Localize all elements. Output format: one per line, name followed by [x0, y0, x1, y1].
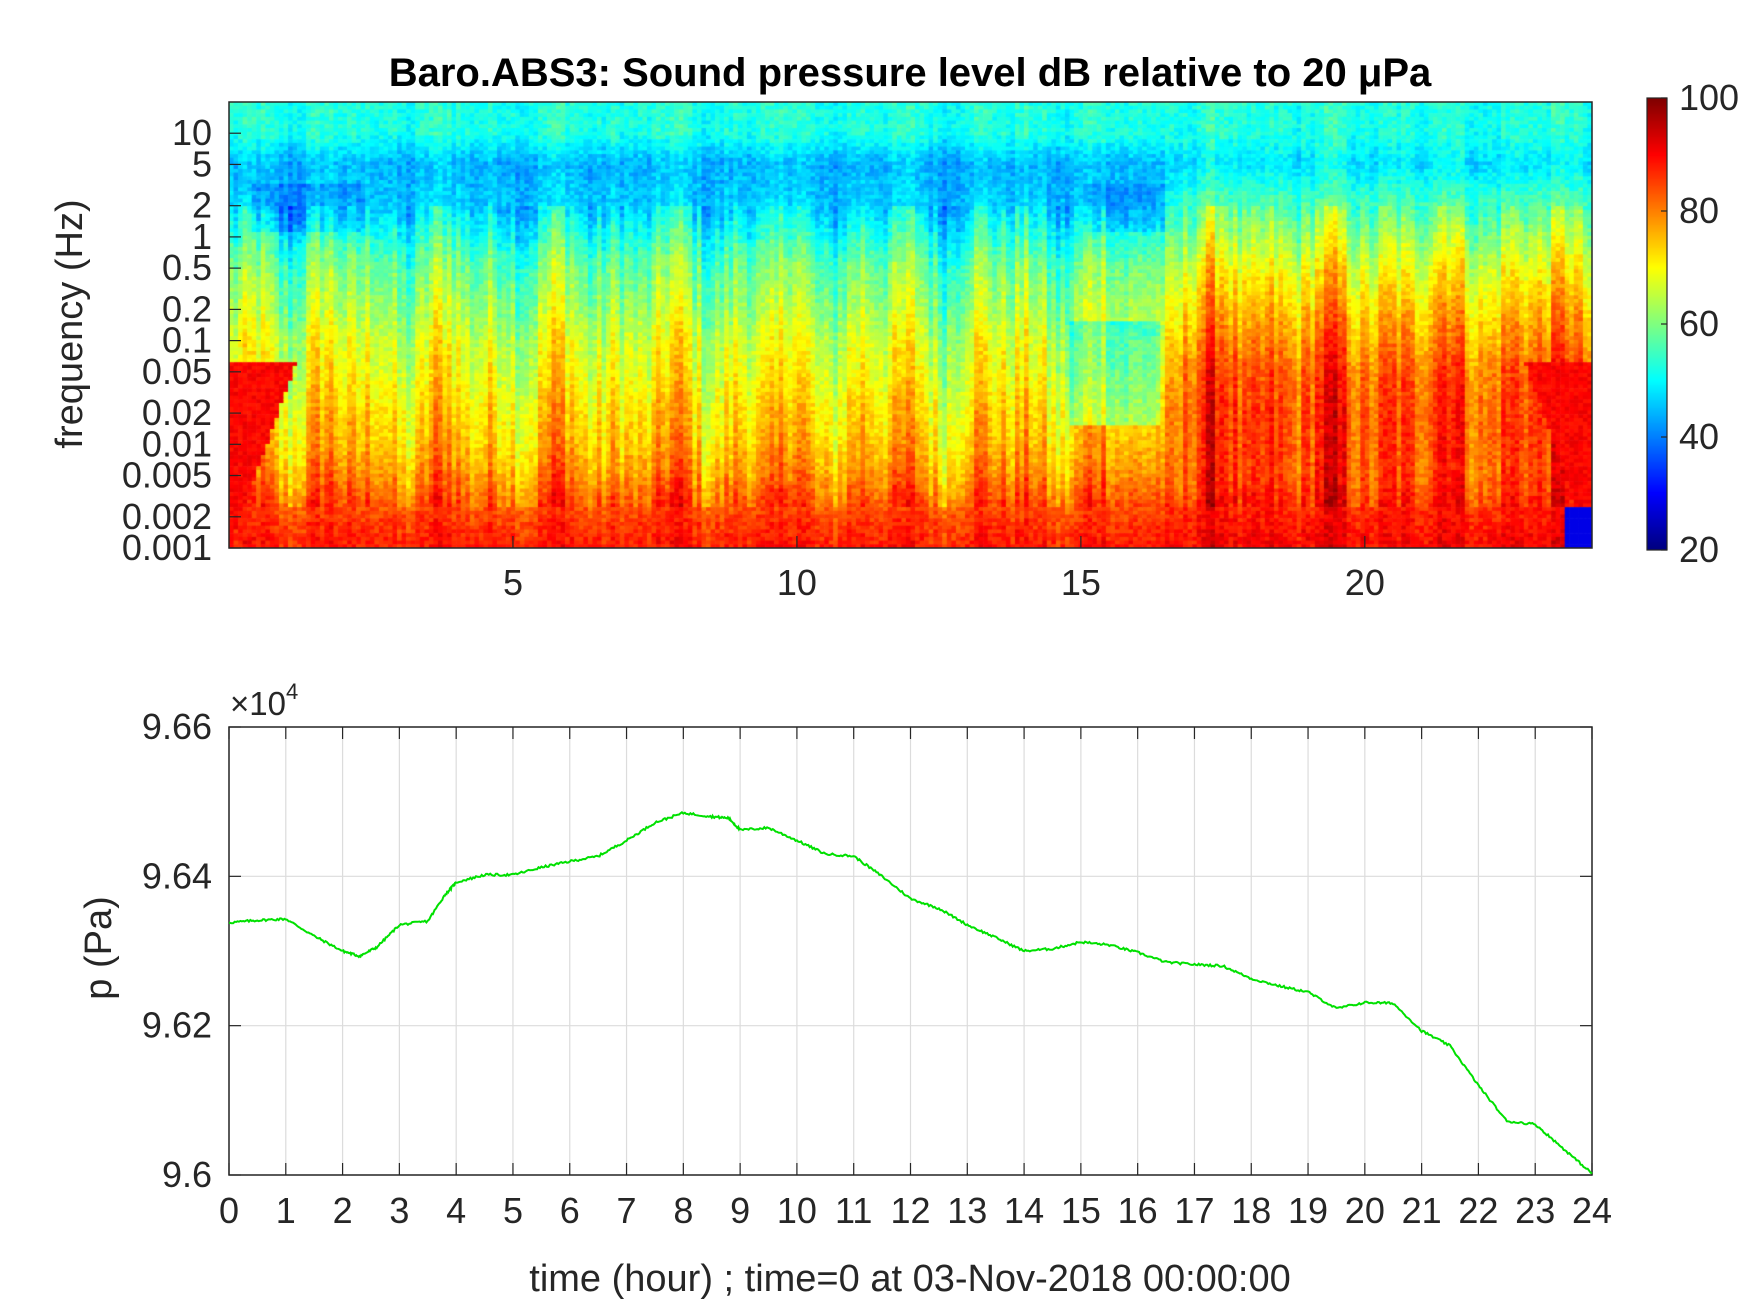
x-tick-label: 5 — [503, 1190, 523, 1231]
y-exponent-label: ×104 — [230, 679, 298, 722]
spectrogram-title: Baro.ABS3: Sound pressure level dB relat… — [389, 51, 1432, 95]
x-tick-label: 3 — [389, 1190, 409, 1231]
pressure-series-line — [228, 811, 1593, 1175]
x-tick-label: 2 — [333, 1190, 353, 1231]
pressure-axes: 0 1 2 3 4 5 6 7 8 9 10 11 12 13 14 15 16 17 18 19 20 21 22 23 24… — [142, 706, 1612, 1231]
x-tick-label: 9 — [730, 1190, 750, 1231]
x-tick-label: 15 — [1061, 1190, 1101, 1231]
y-tick-label: 0.05 — [142, 351, 212, 392]
x-tick-label: 4 — [446, 1190, 466, 1231]
x-tick-label: 10 — [777, 1190, 817, 1231]
colorbar-tick-label: 60 — [1679, 303, 1719, 344]
x-tick-label: 21 — [1402, 1190, 1442, 1231]
colorbar-tick-label: 20 — [1679, 529, 1719, 570]
y-exponent-power: 4 — [286, 679, 298, 704]
y-tick-label: 0.2 — [162, 288, 212, 329]
x-tick-label: 7 — [617, 1190, 637, 1231]
y-tick-label: 9.64 — [142, 855, 212, 896]
x-tick-label: 8 — [673, 1190, 693, 1231]
x-tick-label: 23 — [1515, 1190, 1555, 1231]
y-tick-label: 1 — [192, 216, 212, 257]
pressure-y-label: p (Pa) — [78, 896, 120, 999]
y-tick-label: 2 — [192, 185, 212, 226]
x-tick-label: 22 — [1458, 1190, 1498, 1231]
x-tick-label: 5 — [503, 562, 523, 603]
pressure-x-label-text: time (hour) ; time=0 at 03-Nov-2018 00:0… — [529, 1258, 1290, 1300]
colorbar: 20 40 60 80 100 — [1646, 77, 1739, 570]
colorbar-tick-label: 40 — [1679, 416, 1719, 457]
spectrogram-y-label: frequency (Hz) — [49, 199, 91, 448]
x-tick-label: 20 — [1345, 1190, 1385, 1231]
y-tick-label: 0.005 — [122, 455, 212, 496]
x-tick-label: 19 — [1288, 1190, 1328, 1231]
y-tick-label: 0.01 — [142, 423, 212, 464]
x-tick-label: 15 — [1061, 562, 1101, 603]
colorbar-tick-label: 100 — [1679, 77, 1739, 118]
y-tick-label: 0.001 — [122, 527, 212, 568]
x-tick-label: 10 — [777, 562, 817, 603]
spectrogram-heatmap — [229, 102, 1592, 548]
x-tick-label: 18 — [1231, 1190, 1271, 1231]
colorbar-tick-label: 80 — [1679, 190, 1719, 231]
spectrogram-frame — [228, 101, 1593, 549]
y-tick-label: 0.1 — [162, 320, 212, 361]
spectrogram-axes: 5 10 15 200.0010.0020.0050.010.020.050.10.2… — [122, 101, 1593, 603]
y-tick-label: 10 — [172, 112, 212, 153]
x-tick-label: 20 — [1345, 562, 1385, 603]
x-tick-label: 1 — [276, 1190, 296, 1231]
x-tick-label: 13 — [947, 1190, 987, 1231]
y-tick-label: 9.62 — [142, 1005, 212, 1046]
y-tick-label: 0.5 — [162, 247, 212, 288]
y-exponent-base: ×10 — [230, 685, 286, 722]
x-tick-label: 14 — [1004, 1190, 1044, 1231]
x-tick-label: 6 — [560, 1190, 580, 1231]
y-tick-label: 0.002 — [122, 496, 212, 537]
y-tick-label: 0.02 — [142, 392, 212, 433]
y-tick-label: 9.6 — [162, 1154, 212, 1195]
x-tick-label: 17 — [1174, 1190, 1214, 1231]
pressure-x-label: time (hour) ; time=0 at 03-Nov-2018 00:0… — [529, 1258, 1290, 1300]
y-tick-label: 5 — [192, 143, 212, 184]
x-tick-label: 0 — [219, 1190, 239, 1231]
x-tick-label: 24 — [1572, 1190, 1612, 1231]
y-tick-label: 9.66 — [142, 706, 212, 747]
x-tick-label: 16 — [1118, 1190, 1158, 1231]
x-tick-label: 12 — [890, 1190, 930, 1231]
x-tick-label: 11 — [835, 1190, 872, 1231]
